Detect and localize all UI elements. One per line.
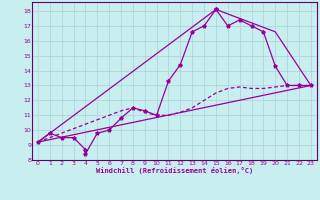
X-axis label: Windchill (Refroidissement éolien,°C): Windchill (Refroidissement éolien,°C) <box>96 167 253 174</box>
